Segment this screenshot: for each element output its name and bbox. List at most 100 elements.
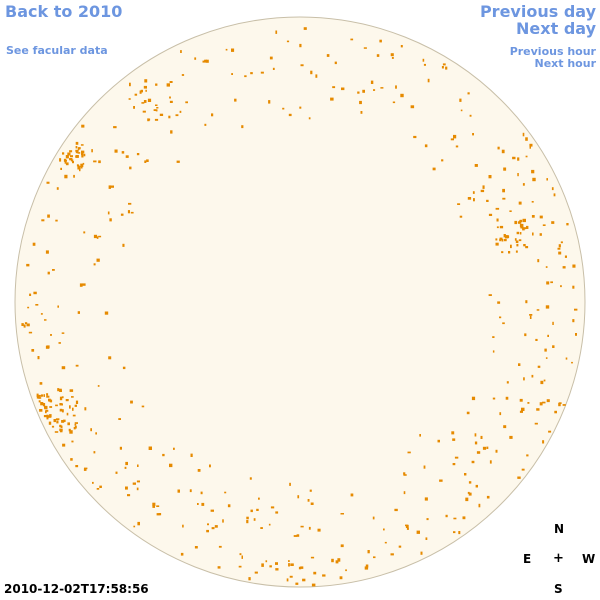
facula-speck — [80, 144, 84, 146]
facula-speck — [454, 456, 459, 459]
facula-speck — [508, 251, 511, 254]
facula-speck — [376, 54, 380, 57]
facula-speck — [37, 356, 40, 360]
facula-speck — [66, 412, 69, 416]
facula-speck — [75, 364, 79, 367]
facula-speck — [125, 486, 128, 490]
facula-speck — [175, 114, 179, 117]
facula-speck — [492, 336, 495, 338]
facula-speck — [90, 428, 92, 432]
facula-speck — [155, 104, 158, 106]
next-day-link[interactable]: Next day — [516, 19, 596, 38]
back-to-year-link[interactable]: Back to 2010 — [5, 2, 123, 21]
facula-speck — [457, 203, 461, 205]
facula-speck — [424, 497, 428, 501]
facula-speck — [548, 430, 552, 433]
facula-speck — [453, 531, 456, 534]
facula-speck — [181, 74, 185, 76]
facula-speck — [113, 126, 117, 129]
facula-speck — [155, 109, 158, 112]
facula-speck — [180, 50, 182, 53]
facula-speck — [152, 505, 155, 508]
facula-speck — [474, 433, 477, 437]
facula-speck — [260, 527, 263, 529]
facula-speck — [40, 394, 44, 397]
facula-speck — [521, 407, 525, 411]
facula-speck — [558, 251, 562, 255]
previous-day-link[interactable]: Previous day — [479, 2, 596, 21]
facula-speck — [28, 331, 33, 334]
facula-speck — [488, 213, 493, 216]
facula-speck — [26, 263, 30, 267]
facula-speck — [313, 571, 317, 575]
facula-speck — [471, 396, 476, 401]
facula-speck — [140, 89, 143, 93]
facula-speck — [296, 534, 300, 537]
previous-hour-link[interactable]: Previous hour — [509, 45, 596, 58]
see-facular-data-link[interactable]: See facular data — [6, 44, 108, 57]
facula-speck — [82, 162, 85, 165]
facula-speck — [75, 146, 78, 149]
facula-speck — [77, 311, 80, 314]
facula-speck — [492, 397, 496, 400]
facula-speck — [128, 202, 132, 205]
facula-speck — [81, 150, 85, 153]
facula-speck — [495, 207, 500, 210]
facula-speck — [475, 484, 478, 488]
facula-speck — [542, 224, 546, 226]
facula-speck — [518, 363, 521, 366]
facula-speck — [156, 513, 160, 516]
facula-speck — [424, 144, 428, 148]
facula-speck — [153, 109, 157, 111]
facula-speck — [565, 357, 568, 360]
facula-speck — [451, 431, 455, 435]
facula-speck — [345, 569, 347, 572]
facula-speck — [473, 198, 475, 202]
facula-speck — [122, 366, 126, 370]
facula-speck — [137, 521, 140, 526]
facula-speck — [471, 460, 475, 464]
facula-speck — [518, 239, 522, 242]
facula-speck — [517, 221, 520, 224]
facula-speck — [93, 234, 98, 239]
facula-speck — [56, 420, 59, 424]
facula-speck — [194, 57, 197, 60]
facula-speck — [207, 523, 209, 526]
facula-speck — [65, 162, 69, 166]
facula-speck — [495, 449, 498, 453]
facula-speck — [501, 149, 505, 154]
facula-speck — [464, 473, 467, 476]
facula-speck — [497, 146, 500, 150]
facula-speck — [308, 117, 311, 120]
facula-speck — [180, 552, 184, 556]
facula-speck — [545, 305, 550, 309]
facula-speck — [524, 333, 527, 337]
facula-speck — [120, 213, 124, 216]
facula-speck — [472, 133, 474, 136]
facula-speck — [529, 314, 533, 316]
facula-speck — [147, 118, 151, 121]
facula-speck — [239, 553, 242, 556]
facula-speck — [71, 396, 74, 398]
facula-speck — [246, 520, 249, 524]
facula-speck — [288, 563, 290, 567]
facula-speck — [137, 464, 139, 467]
facula-speck — [234, 98, 237, 102]
facula-speck — [29, 293, 32, 296]
facula-speck — [413, 135, 417, 139]
facula-speck — [459, 98, 462, 102]
facula-speck — [520, 226, 524, 229]
facula-speck — [510, 244, 512, 249]
facula-speck — [309, 489, 312, 492]
facula-speck — [225, 48, 228, 51]
facula-speck — [75, 465, 79, 468]
compass-north-label: N — [554, 522, 565, 536]
facula-speck — [246, 516, 249, 520]
facula-speck — [201, 502, 205, 506]
next-hour-link[interactable]: Next hour — [534, 57, 597, 70]
facula-speck — [295, 582, 299, 585]
facula-speck — [241, 555, 243, 559]
facula-speck — [159, 113, 164, 116]
facula-speck — [360, 111, 363, 114]
facula-speck — [57, 305, 59, 308]
